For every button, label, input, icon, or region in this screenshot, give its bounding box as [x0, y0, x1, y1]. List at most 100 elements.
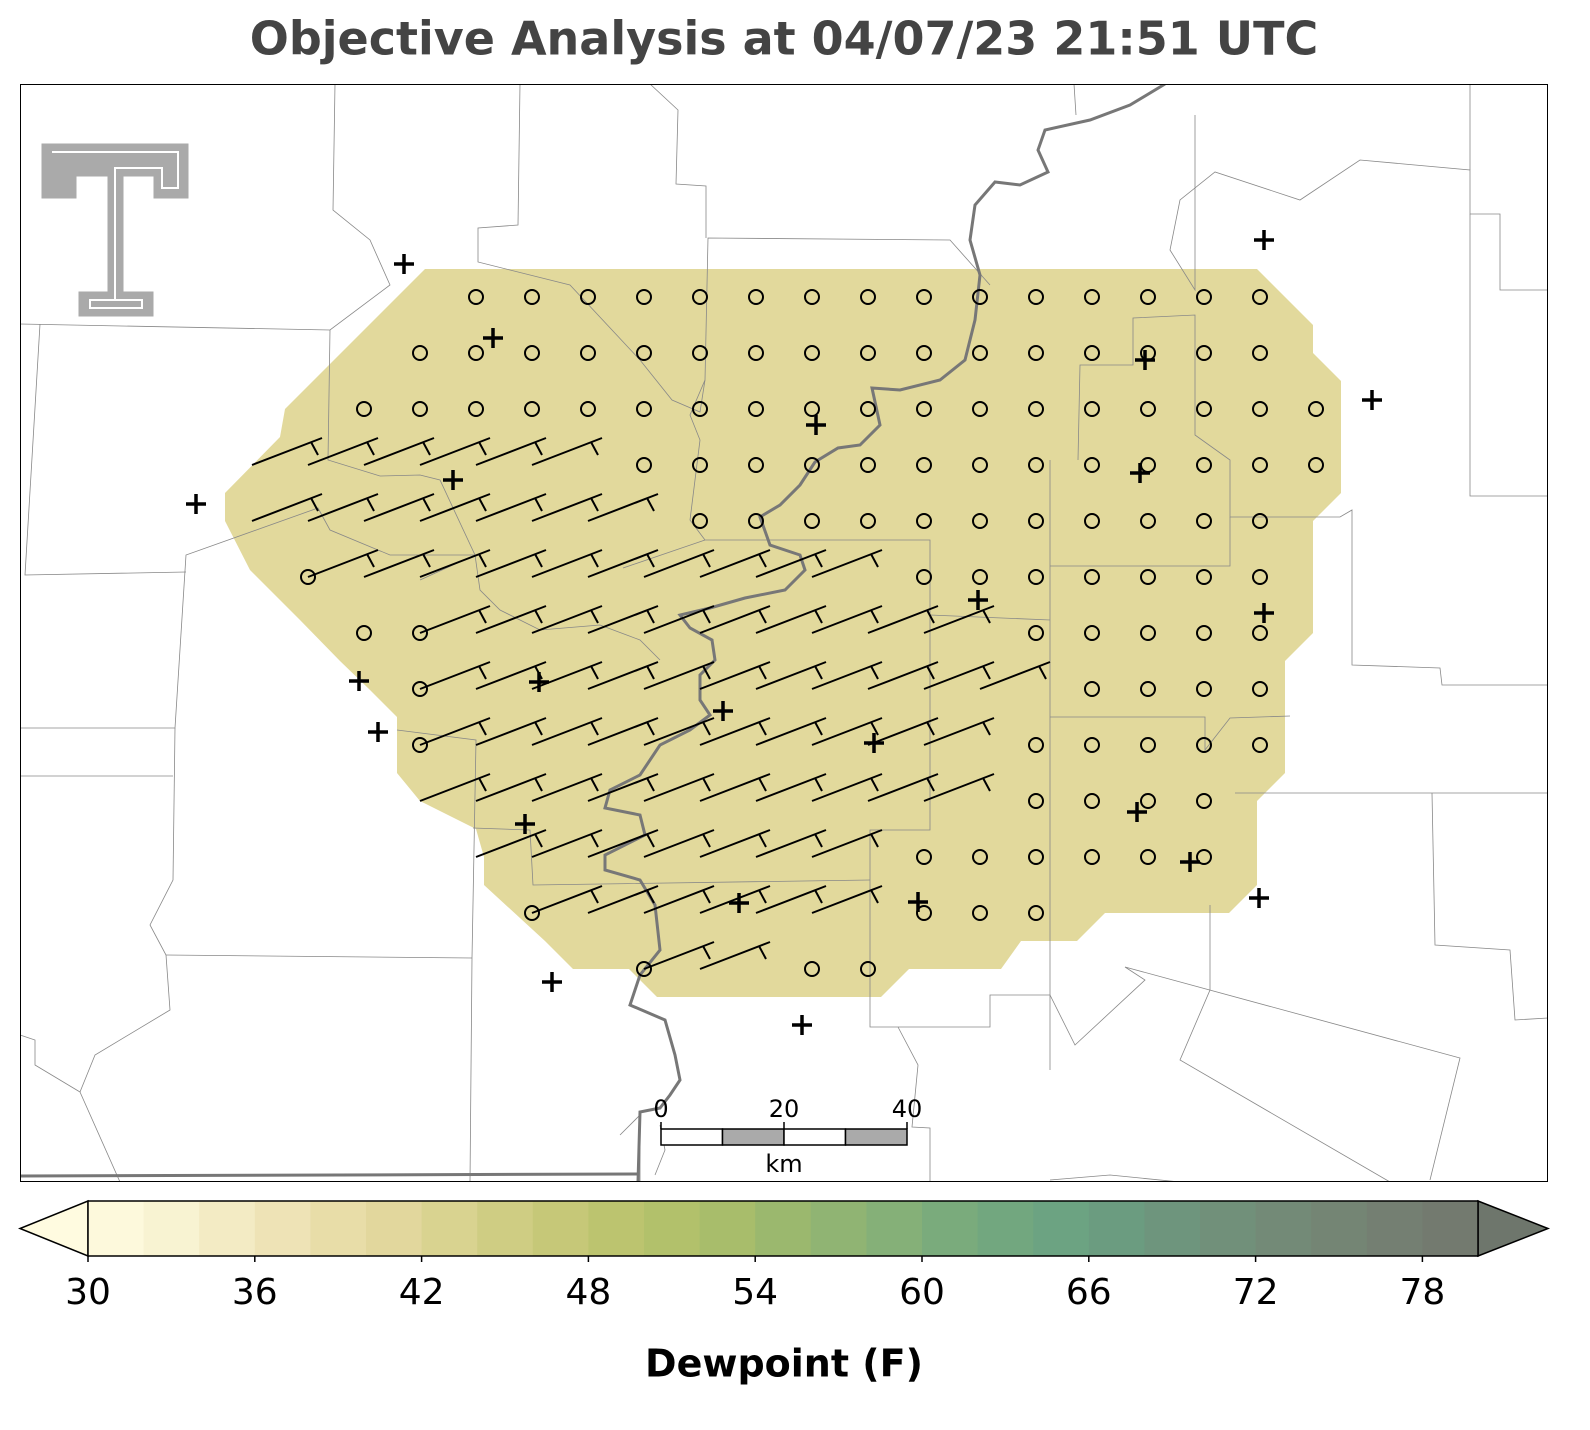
calm-wind — [916, 457, 932, 473]
colorbar-bin — [1366, 1201, 1423, 1256]
wind-barb — [699, 829, 771, 858]
calm-wind — [636, 345, 652, 361]
calm-wind — [916, 345, 932, 361]
wind-barb — [419, 661, 491, 690]
wind-barb — [531, 549, 603, 578]
scale-segment — [721, 1128, 785, 1146]
calm-wind — [1196, 737, 1212, 753]
calm-wind — [1084, 345, 1100, 361]
colorbar-label: Dewpoint (F) — [645, 1342, 923, 1386]
calm-wind — [748, 401, 764, 417]
colorbar-frame — [87, 1200, 1479, 1257]
wind-barb — [643, 717, 715, 746]
calm-wind — [916, 401, 932, 417]
wind-barb — [755, 885, 827, 914]
station — [729, 893, 749, 913]
wind-barb — [755, 605, 827, 634]
calm-wind — [692, 345, 708, 361]
calm-wind — [1028, 401, 1044, 417]
colorbar-bin — [477, 1201, 534, 1256]
wind-barb — [475, 773, 547, 802]
colorbar-bin — [421, 1201, 478, 1256]
wind-barb — [475, 549, 547, 578]
station — [368, 722, 388, 742]
colorbar-bin — [755, 1201, 812, 1256]
calm-wind — [412, 681, 428, 697]
wind-barb — [755, 549, 827, 578]
calm-wind — [1028, 569, 1044, 585]
wind-barb — [419, 605, 491, 634]
calm-wind — [748, 457, 764, 473]
calm-wind — [1196, 681, 1212, 697]
calm-wind — [1196, 625, 1212, 641]
wind-barb — [699, 549, 771, 578]
wind-barb — [475, 829, 547, 858]
calm-wind — [580, 401, 596, 417]
wind-barb — [699, 941, 771, 970]
wind-barb — [811, 773, 883, 802]
colorbar-tick-label: 54 — [732, 1272, 778, 1313]
calm-wind — [1084, 401, 1100, 417]
colorbar-tick-label: 30 — [65, 1272, 111, 1313]
wind-barb — [643, 885, 715, 914]
station — [394, 254, 414, 274]
colorbar-tick-label: 66 — [1066, 1272, 1112, 1313]
calm-wind — [692, 289, 708, 305]
calm-wind — [860, 289, 876, 305]
wind-barb — [867, 661, 939, 690]
station — [483, 328, 503, 348]
scale-segment — [783, 1128, 847, 1146]
calm-wind — [1084, 849, 1100, 865]
scale-segment — [660, 1128, 724, 1146]
calm-wind — [972, 569, 988, 585]
calm-wind — [1252, 289, 1268, 305]
calm-wind — [972, 401, 988, 417]
calm-wind — [1252, 513, 1268, 529]
calm-wind — [972, 289, 988, 305]
calm-wind — [1140, 849, 1156, 865]
colorbar-bin — [88, 1201, 145, 1256]
wind-barb — [811, 717, 883, 746]
station — [349, 671, 369, 691]
calm-wind — [356, 401, 372, 417]
calm-wind — [636, 289, 652, 305]
colorbar-bin — [254, 1201, 311, 1256]
wind-barb — [475, 717, 547, 746]
calm-wind — [524, 345, 540, 361]
calm-wind — [1140, 625, 1156, 641]
station — [792, 1015, 812, 1035]
colorbar-bin — [977, 1201, 1034, 1256]
calm-wind — [1084, 289, 1100, 305]
calm-wind — [916, 905, 932, 921]
calm-wind — [1252, 737, 1268, 753]
wind-barb — [531, 885, 603, 914]
station — [1362, 390, 1382, 410]
colorbar-bin — [1255, 1201, 1312, 1256]
wind-barb — [643, 829, 715, 858]
wind-barb — [475, 605, 547, 634]
calm-wind — [1252, 681, 1268, 697]
colorbar-bin — [644, 1201, 701, 1256]
wind-barb — [307, 549, 379, 578]
calm-wind — [1084, 625, 1100, 641]
wind-barb — [755, 661, 827, 690]
wind-barb — [867, 773, 939, 802]
calm-wind — [860, 457, 876, 473]
calm-wind — [1028, 625, 1044, 641]
wind-barb — [587, 717, 659, 746]
calm-wind — [1196, 345, 1212, 361]
wind-barb — [587, 885, 659, 914]
wind-barb — [923, 773, 995, 802]
calm-wind — [580, 345, 596, 361]
wind-barb — [811, 661, 883, 690]
calm-wind — [972, 905, 988, 921]
calm-wind — [804, 289, 820, 305]
wind-barb — [755, 717, 827, 746]
calm-wind — [1252, 345, 1268, 361]
calm-wind — [1196, 849, 1212, 865]
calm-wind — [1308, 457, 1324, 473]
wind-barb — [587, 773, 659, 802]
calm-wind — [804, 457, 820, 473]
colorbar-bin — [310, 1201, 367, 1256]
wind-barb — [923, 605, 995, 634]
